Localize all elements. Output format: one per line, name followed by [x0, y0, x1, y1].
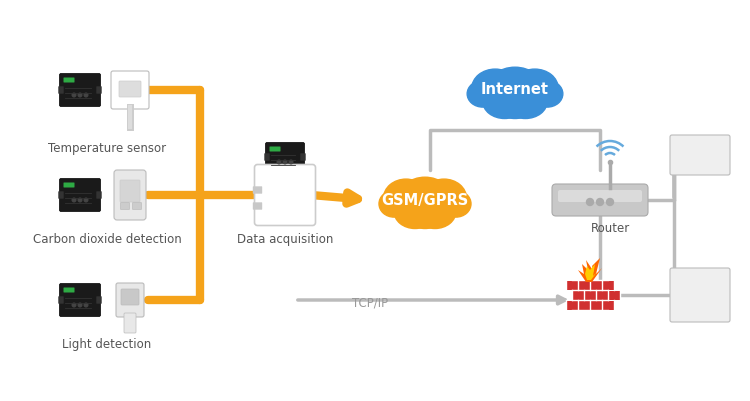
FancyBboxPatch shape [253, 203, 262, 209]
FancyBboxPatch shape [64, 77, 74, 83]
FancyBboxPatch shape [590, 281, 602, 290]
Ellipse shape [512, 69, 558, 107]
Ellipse shape [383, 179, 428, 217]
Circle shape [607, 198, 613, 205]
FancyBboxPatch shape [58, 296, 64, 304]
Ellipse shape [379, 190, 409, 217]
FancyBboxPatch shape [269, 146, 280, 152]
FancyBboxPatch shape [602, 300, 613, 310]
FancyBboxPatch shape [97, 87, 101, 93]
Text: control
center: control center [680, 281, 721, 309]
Ellipse shape [496, 96, 533, 119]
Circle shape [596, 198, 604, 205]
Ellipse shape [394, 194, 436, 229]
Circle shape [72, 303, 76, 307]
FancyBboxPatch shape [111, 71, 149, 109]
Text: TCP/IP: TCP/IP [352, 296, 388, 310]
FancyBboxPatch shape [253, 186, 262, 194]
FancyBboxPatch shape [301, 154, 305, 160]
FancyBboxPatch shape [596, 290, 608, 300]
Ellipse shape [441, 190, 471, 217]
FancyBboxPatch shape [265, 154, 269, 160]
FancyBboxPatch shape [97, 296, 101, 304]
Circle shape [72, 198, 76, 202]
Circle shape [284, 160, 286, 164]
Ellipse shape [483, 84, 526, 119]
Text: Data acquisition: Data acquisition [237, 233, 333, 246]
Ellipse shape [487, 67, 544, 113]
FancyBboxPatch shape [670, 268, 730, 322]
Circle shape [78, 303, 82, 307]
FancyBboxPatch shape [119, 81, 141, 97]
FancyBboxPatch shape [58, 192, 64, 198]
FancyBboxPatch shape [572, 290, 584, 300]
FancyBboxPatch shape [578, 300, 590, 310]
Ellipse shape [422, 179, 466, 217]
FancyBboxPatch shape [114, 170, 146, 220]
Ellipse shape [398, 177, 452, 223]
Circle shape [84, 303, 88, 307]
FancyBboxPatch shape [59, 284, 100, 316]
Text: Internet: Internet [481, 83, 549, 97]
FancyBboxPatch shape [584, 290, 596, 300]
Ellipse shape [407, 206, 442, 229]
Text: server: server [681, 148, 718, 162]
Circle shape [78, 93, 82, 97]
FancyBboxPatch shape [58, 87, 64, 93]
Polygon shape [585, 264, 597, 280]
FancyBboxPatch shape [590, 300, 602, 310]
Text: Router: Router [590, 222, 630, 235]
FancyBboxPatch shape [121, 289, 139, 305]
FancyBboxPatch shape [578, 281, 590, 290]
Circle shape [586, 198, 593, 205]
FancyBboxPatch shape [59, 178, 100, 211]
Ellipse shape [414, 194, 456, 229]
FancyBboxPatch shape [64, 288, 74, 292]
FancyBboxPatch shape [670, 135, 730, 175]
FancyBboxPatch shape [97, 192, 101, 198]
Ellipse shape [467, 81, 498, 107]
Circle shape [72, 93, 76, 97]
FancyBboxPatch shape [64, 182, 74, 188]
Text: Light detection: Light detection [62, 338, 152, 351]
Text: Carbon dioxide detection: Carbon dioxide detection [33, 233, 182, 246]
Polygon shape [578, 258, 602, 282]
Ellipse shape [532, 81, 562, 107]
Ellipse shape [503, 84, 548, 119]
Text: Temperature sensor: Temperature sensor [48, 142, 166, 155]
FancyBboxPatch shape [124, 313, 136, 333]
Circle shape [278, 160, 280, 164]
Text: GSM/GPRS: GSM/GPRS [381, 192, 469, 207]
FancyBboxPatch shape [133, 203, 142, 209]
FancyBboxPatch shape [602, 281, 613, 290]
FancyBboxPatch shape [266, 142, 305, 172]
FancyBboxPatch shape [552, 184, 648, 216]
FancyBboxPatch shape [116, 283, 144, 317]
FancyBboxPatch shape [121, 203, 130, 209]
FancyBboxPatch shape [254, 164, 316, 225]
Circle shape [78, 198, 82, 202]
Circle shape [84, 198, 88, 202]
FancyBboxPatch shape [566, 281, 578, 290]
FancyBboxPatch shape [608, 290, 619, 300]
Circle shape [84, 93, 88, 97]
Ellipse shape [472, 69, 519, 107]
FancyBboxPatch shape [566, 300, 578, 310]
FancyBboxPatch shape [558, 190, 642, 202]
FancyBboxPatch shape [59, 73, 100, 107]
Circle shape [290, 160, 292, 164]
FancyBboxPatch shape [120, 180, 140, 202]
